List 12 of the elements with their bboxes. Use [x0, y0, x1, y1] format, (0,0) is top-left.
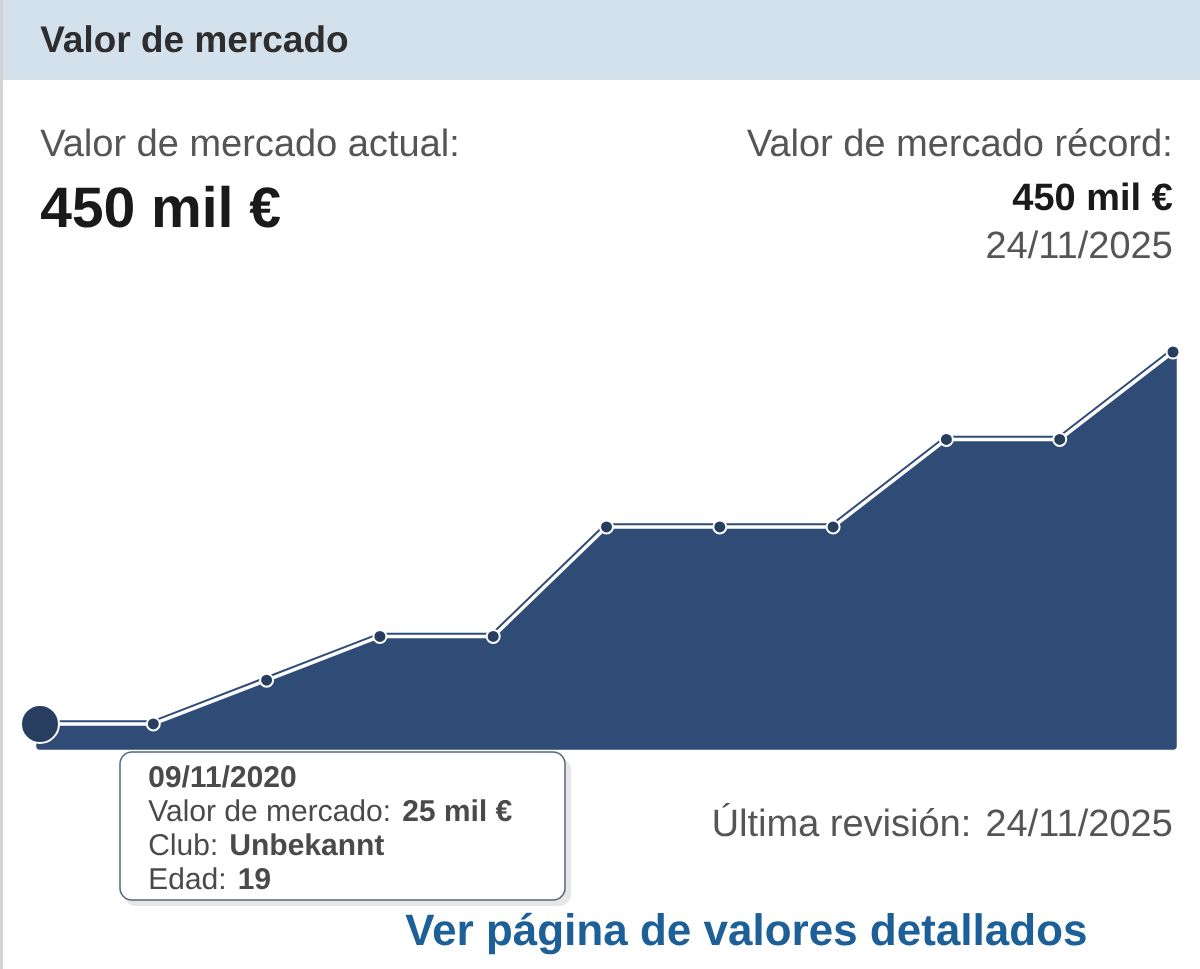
text: 450 mil € — [41, 185, 280, 228]
text: Edad: 19 — [150, 867, 270, 890]
text: Valor de mercado: 25 mil € — [148, 799, 512, 822]
chart-title: Valor de mercado — [40, 25, 348, 53]
text: 09/11/2020 — [149, 765, 296, 788]
text: 24/11/2025 — [987, 230, 1172, 259]
text: 450 mil € — [1012, 182, 1173, 211]
text: Última revisión: 24/11/2025 — [714, 803, 1172, 837]
text: Ver página de valores detallados — [405, 912, 1086, 955]
text: Valor de mercado actual: — [40, 128, 457, 157]
text: Club: Unbekannt — [149, 833, 384, 856]
text: Valor de mercado récord: — [747, 128, 1170, 157]
